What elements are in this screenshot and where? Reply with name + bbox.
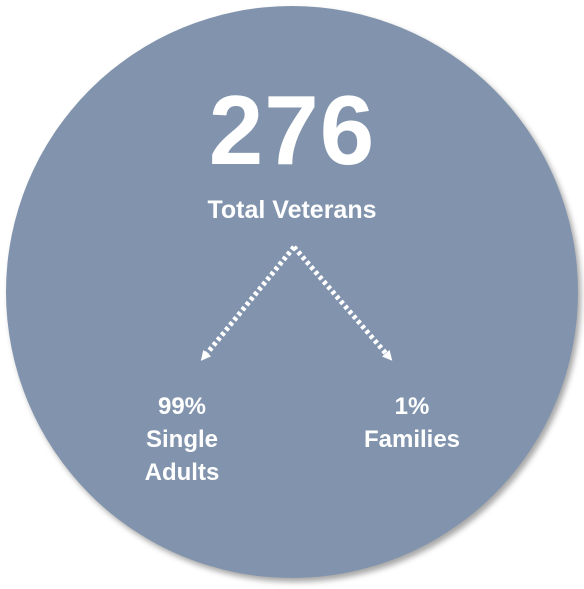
single-adults-label-line2: Adults	[144, 459, 220, 486]
arrow-to-families	[292, 245, 393, 361]
single-adults-percent: 99%	[157, 393, 207, 420]
single-adults-label-line1: Single	[145, 426, 218, 453]
families-label: Families	[363, 426, 461, 453]
families-group: 1% Families	[338, 390, 486, 456]
summary-circle	[6, 6, 578, 578]
arrow-to-single-adults	[200, 245, 296, 361]
total-veterans-label: Total Veterans	[207, 196, 377, 224]
total-veterans-count: 276	[208, 75, 376, 185]
families-percent: 1%	[394, 393, 430, 420]
single-adults-group: 99% Single Adults	[110, 390, 254, 489]
